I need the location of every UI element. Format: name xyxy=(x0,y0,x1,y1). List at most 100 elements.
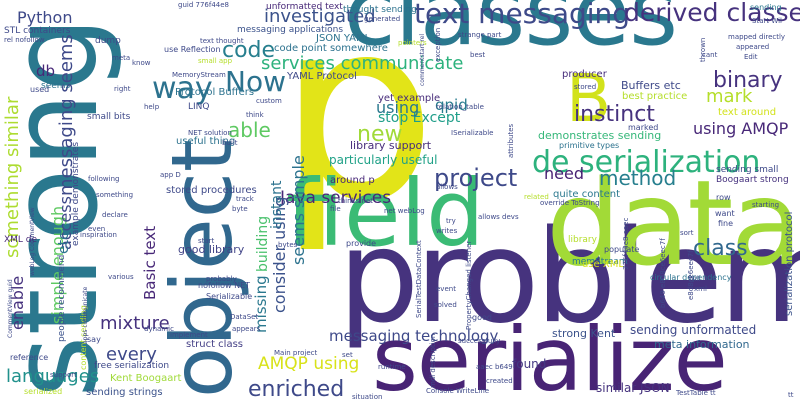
word-declare: declare xyxy=(102,211,128,219)
word-need: need xyxy=(544,164,584,183)
word-meta-information: meta information xyxy=(654,338,750,351)
word-found: found xyxy=(512,357,547,371)
word-PropertyChanged-listener: PropertyChanged listener xyxy=(465,240,473,330)
word-MemoryStream: MemoryStream xyxy=(172,71,226,79)
word-SerialTestDataContext: SerialTestDataContext xyxy=(415,240,423,318)
word-Buffers-etc: Buffers etc xyxy=(621,79,681,92)
word-byte: byte xyxy=(232,205,248,213)
word-stored-procedures: stored procedures xyxy=(166,185,257,196)
word-writes: writes xyxy=(436,227,458,235)
word-DataSet: DataSet xyxy=(230,313,259,321)
word-strange-part: strange part xyxy=(458,31,502,39)
word-AMQP-using: AMQP using xyxy=(258,354,360,374)
word-XML-de: XML de xyxy=(4,235,38,245)
word-xml: xml xyxy=(694,285,707,293)
word-inspiration: inspiration xyxy=(80,231,117,239)
word-B: B xyxy=(566,60,612,137)
word-solved: solved xyxy=(434,301,457,309)
word-unformatted-text: unformatted text xyxy=(266,2,343,12)
word-right: right xyxy=(114,85,131,93)
word-method: method xyxy=(599,166,677,190)
word-problem: problem xyxy=(338,203,800,352)
word-something-similar: something similar xyxy=(2,96,23,258)
word-b649-e8d8ce6eec7f: b649 e8d8ce6eec7f xyxy=(659,238,667,308)
word-reference: reference xyxy=(10,353,49,362)
word-demonstrates-sending: demonstrates sending xyxy=(538,129,662,142)
word-Basic-text: Basic text xyxy=(141,225,159,300)
word-use-Reflection: use Reflection xyxy=(164,45,221,54)
word-good-library: good library xyxy=(178,243,245,256)
word-Console-WriteLine: Console WriteLine xyxy=(426,387,490,395)
word-starting: starting xyxy=(752,201,780,209)
word-even: even xyxy=(88,225,106,233)
word-sending: sending xyxy=(750,3,782,12)
word-help: help xyxy=(144,103,160,111)
word-Protocol-Buffers: Protocol Buffers xyxy=(175,87,255,98)
word-guid-776f44e8: guid 776f44e8 xyxy=(178,1,229,9)
word-struct-class: struct class xyxy=(186,339,244,350)
word-say: say xyxy=(87,335,101,344)
word-STL-containers: STL containers xyxy=(4,26,71,36)
word-TestTable-tt: TestTable tt xyxy=(676,389,716,397)
word-Now: Now xyxy=(225,65,286,98)
word-db: db xyxy=(36,62,56,80)
word-thinks-net: thinks net xyxy=(338,197,373,205)
word-relation_table: relation_table xyxy=(436,103,484,111)
word-mapped-directly: mapped directly xyxy=(728,33,786,41)
word-field: field xyxy=(286,160,485,267)
word-thought-sending: thought sending xyxy=(343,5,417,15)
word-dump: dump xyxy=(95,36,121,46)
word-Edit: Edit xyxy=(744,53,758,61)
word-library: library xyxy=(568,235,597,245)
word-sort: sort xyxy=(680,229,694,237)
word-mixture: mixture xyxy=(100,313,170,334)
word-enriched: enriched xyxy=(248,377,345,400)
word-p: p xyxy=(278,0,437,256)
word-aaec-b649: aaec b649 xyxy=(476,363,513,371)
word-Start-Wil: Start Wil xyxy=(752,17,782,25)
word-track: track xyxy=(236,195,254,203)
word-etc: etc xyxy=(56,232,72,254)
word-strong-Kent: strong Kent xyxy=(552,327,616,340)
word-derived-classes: derived classes xyxy=(624,0,800,27)
word-JSON-YAML: JSON YAML xyxy=(316,33,371,44)
word-apps-communicate: apps communicate xyxy=(82,286,89,344)
word-stored: stored xyxy=(574,83,597,91)
word-fine: fine xyxy=(718,219,734,228)
word-using-AMQP: using AMQP xyxy=(693,119,789,138)
word-qpid: qpid xyxy=(435,96,468,114)
word-ISerializable: ISerializable xyxy=(451,129,494,137)
word-row: row xyxy=(716,193,731,202)
word-instant: instant xyxy=(269,180,285,230)
word-populate: populate xyxy=(604,245,640,254)
word-de-serialization: de serialization xyxy=(532,145,761,180)
word-building: building xyxy=(255,215,271,272)
word-successfully: successfully xyxy=(458,337,501,345)
word-around-p: around p xyxy=(330,175,375,186)
word-mdl-description: mdl description xyxy=(429,333,437,388)
word-circular-dependency: circular dependency xyxy=(650,273,732,282)
word-various: various xyxy=(108,273,134,281)
word-YAML-Protocol: YAML Protocol xyxy=(287,71,357,82)
word-yet-example: yet example xyxy=(378,93,441,104)
word-event: event xyxy=(436,285,456,293)
word-able: able xyxy=(228,118,271,142)
word-generated: generated xyxy=(364,15,401,23)
word-seems: seems xyxy=(41,81,71,91)
word-text-messaging: text messaging xyxy=(414,0,631,30)
word-CommentView-guid: CommentView guid xyxy=(7,279,14,338)
word-similar-JSON: similar JSON xyxy=(596,381,670,395)
word-class: class xyxy=(693,236,748,261)
word-binary: binary xyxy=(713,68,783,93)
word-Java-services: Java services xyxy=(280,188,392,208)
word-way: way xyxy=(152,71,213,106)
word-appeared: appeared xyxy=(736,43,770,51)
word-dynamic: dynamic xyxy=(144,325,174,333)
word-best: best xyxy=(470,51,486,59)
word-Kent-Boogaart: Kent Boogaart xyxy=(110,373,182,384)
word-Python: Python xyxy=(17,8,73,27)
word-code-point-somewhere: code point somewhere xyxy=(274,43,388,54)
word-net-webLog: net webLog xyxy=(384,207,425,215)
word-custom: custom xyxy=(256,97,282,105)
